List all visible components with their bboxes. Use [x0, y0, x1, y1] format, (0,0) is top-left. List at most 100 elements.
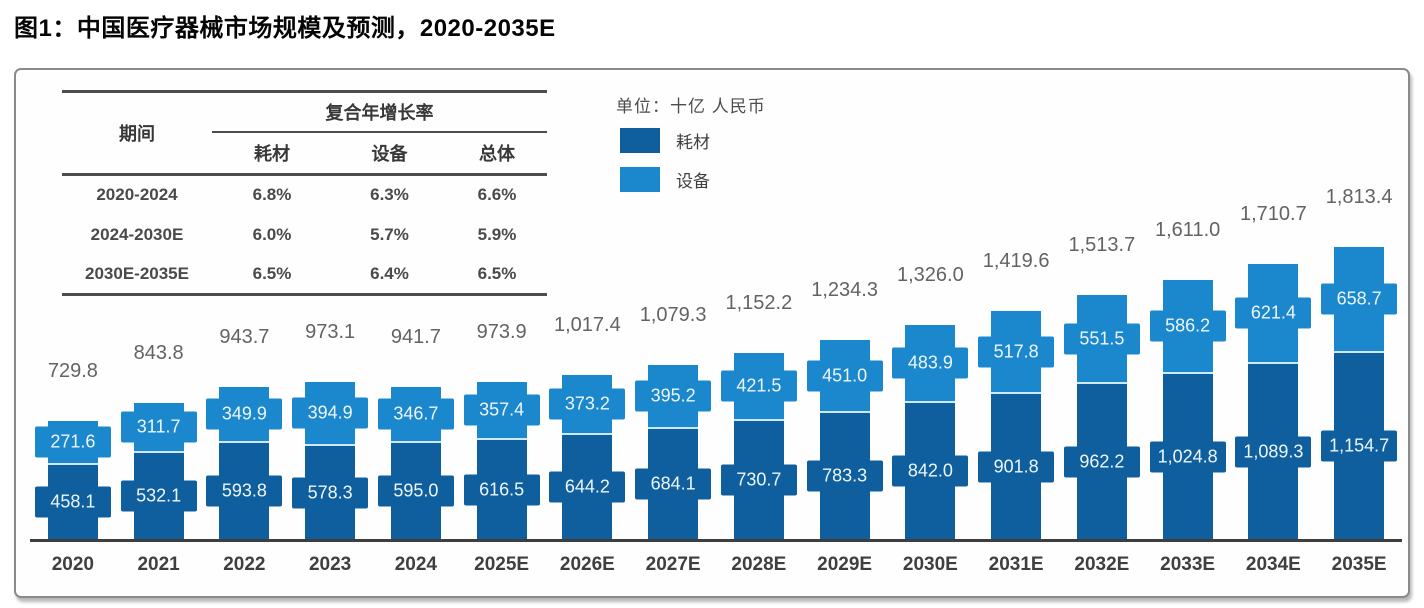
x-axis-line	[30, 539, 1402, 542]
segment-value-label: 901.8	[978, 451, 1055, 482]
equipment-segment: 357.4	[463, 382, 540, 440]
segment-value-label: 394.9	[292, 397, 369, 429]
total-value-label: 941.7	[390, 326, 441, 348]
total-value-label: 1,017.4	[554, 314, 621, 336]
bar-group-2030E: 1,326.0 483.9 842.0 2030E	[888, 78, 974, 592]
x-axis-label: 2026E	[559, 554, 615, 575]
total-value-label: 973.1	[305, 321, 356, 343]
bar-group-2028E: 1,152.2 421.5 730.7 2028E	[716, 78, 802, 592]
bar-group-2033E: 1,611.0 586.2 1,024.8 2033E	[1145, 78, 1231, 592]
legend-label: 耗材	[676, 133, 710, 152]
x-axis-label: 2029E	[817, 554, 873, 575]
equipment-swatch-icon	[620, 167, 660, 192]
segment-value-label: 517.8	[978, 336, 1055, 367]
x-axis-label: 2028E	[731, 554, 787, 575]
x-axis-label: 2034E	[1245, 554, 1301, 575]
segment-value-label: 458.1	[34, 486, 111, 518]
x-axis-label: 2023	[308, 554, 352, 575]
table-row: 2030E-2035E 6.5% 6.4% 6.5%	[62, 255, 547, 295]
consumables-segment: 901.8	[978, 394, 1055, 539]
segment-value-label: 586.2	[1149, 310, 1226, 342]
equipment-segment: 311.7	[120, 403, 197, 453]
period-cell: 2030E-2035E	[85, 263, 189, 283]
x-axis-label: 2031E	[988, 554, 1044, 575]
equipment-segment: 421.5	[720, 353, 797, 421]
equipment-segment: 621.4	[1235, 264, 1312, 364]
segment-value-label: 1,024.8	[1149, 441, 1226, 472]
figure-title: 图1：中国医疗器械市场规模及预测，2020-2035E	[14, 15, 556, 42]
consumables-segment: 962.2	[1063, 384, 1140, 539]
total-value-label: 1,513.7	[1068, 234, 1136, 256]
segment-value-label: 532.1	[120, 480, 197, 512]
segment-value-label: 395.2	[635, 380, 712, 412]
table-row: 2020-2024 6.8% 6.3% 6.6%	[62, 175, 547, 215]
consumables-segment: 1,024.8	[1149, 374, 1226, 539]
equipment-segment: 373.2	[549, 375, 626, 435]
segment-value-label: 578.3	[292, 477, 369, 508]
total-value-label: 1,326.0	[897, 264, 964, 286]
equipment-segment: 346.7	[377, 387, 454, 443]
segment-value-label: 593.8	[206, 475, 283, 507]
equipment-segment: 349.9	[206, 387, 283, 443]
equipment-segment: 451.0	[806, 340, 883, 413]
value-cell: 6.8%	[252, 185, 292, 205]
x-axis-label: 2024	[394, 554, 438, 575]
segment-value-label: 842.0	[892, 455, 969, 487]
chart-container: 期间 复合年增长率 耗材 设备 总体 2020-2024 6.8% 6.3% 6…	[14, 68, 1410, 598]
segment-value-label: 373.2	[549, 388, 626, 420]
bar-chart-plot: 729.8 271.6 458.1 2020 843.8 311.7 532.1 2021 94…	[30, 78, 1402, 592]
x-axis-label: 2021	[137, 554, 180, 575]
overall-header: 总体	[447, 131, 547, 176]
consumables-segment: 842.0	[892, 403, 969, 539]
value-cell: 6.3%	[370, 185, 409, 205]
cagr-table: 期间 复合年增长率 耗材 设备 总体 2020-2024 6.8% 6.3% 6…	[62, 90, 547, 296]
equipment-segment: 586.2	[1149, 280, 1226, 374]
segment-value-label: 1,154.7	[1321, 430, 1398, 462]
bar-group-2031E: 1,419.6 517.8 901.8 2031E	[973, 78, 1059, 592]
consumables-segment: 532.1	[120, 453, 197, 539]
consumables-segment: 595.0	[377, 443, 454, 539]
legend-item-consumables: 耗材	[620, 128, 710, 153]
segment-value-label: 271.6	[34, 426, 111, 458]
x-axis-label: 2033E	[1160, 554, 1216, 575]
total-value-label: 943.7	[219, 326, 270, 348]
value-cell: 6.0%	[252, 224, 292, 244]
consumables-segment: 593.8	[206, 443, 283, 539]
total-value-label: 973.9	[476, 321, 527, 343]
consumables-segment: 1,089.3	[1235, 364, 1312, 539]
segment-value-label: 595.0	[377, 475, 454, 507]
segment-value-label: 483.9	[892, 347, 969, 379]
x-axis-label: 2032E	[1074, 554, 1130, 575]
total-value-label: 1,419.6	[982, 250, 1050, 272]
bar-group-2020: 729.8 271.6 458.1 2020	[30, 78, 116, 592]
segment-value-label: 1,089.3	[1235, 436, 1312, 467]
value-cell: 6.5%	[477, 263, 517, 283]
consumables-segment: 578.3	[292, 446, 369, 539]
consumables-segment: 644.2	[549, 435, 626, 539]
segment-value-label: 658.7	[1321, 283, 1398, 315]
bar-group-2034E: 1,710.7 621.4 1,089.3 2034E	[1231, 78, 1317, 592]
bar-group-2022: 943.7 349.9 593.8 2022	[202, 78, 288, 592]
segment-value-label: 644.2	[549, 471, 626, 503]
consumables-segment: 730.7	[720, 421, 797, 539]
total-value-label: 1,813.4	[1325, 186, 1393, 208]
bar-group-2024: 941.7 346.7 595.0 2024	[373, 78, 459, 592]
segment-value-label: 421.5	[720, 370, 797, 402]
consumables-segment: 1,154.7	[1321, 353, 1398, 539]
table-header-row: 期间 复合年增长率	[62, 91, 547, 176]
cagr-header: 复合年增长率	[212, 91, 547, 133]
segment-value-label: 783.3	[806, 460, 883, 492]
consumables-segment: 458.1	[34, 465, 111, 539]
value-cell: 6.4%	[370, 263, 409, 283]
x-axis-label: 2025E	[474, 554, 530, 575]
value-cell: 6.5%	[252, 263, 292, 283]
consumables-segment: 616.5	[463, 440, 540, 539]
x-axis-label: 2027E	[645, 554, 701, 575]
segment-value-label: 346.7	[377, 398, 454, 430]
unit-label: 单位：十亿 人民币	[616, 97, 766, 116]
x-axis-label: 2030E	[902, 554, 958, 575]
bar-group-2023: 973.1 394.9 578.3 2023	[287, 78, 373, 592]
consumables-segment: 684.1	[635, 429, 712, 539]
segment-value-label: 616.5	[463, 474, 540, 505]
x-axis-label: 2020	[51, 554, 95, 575]
